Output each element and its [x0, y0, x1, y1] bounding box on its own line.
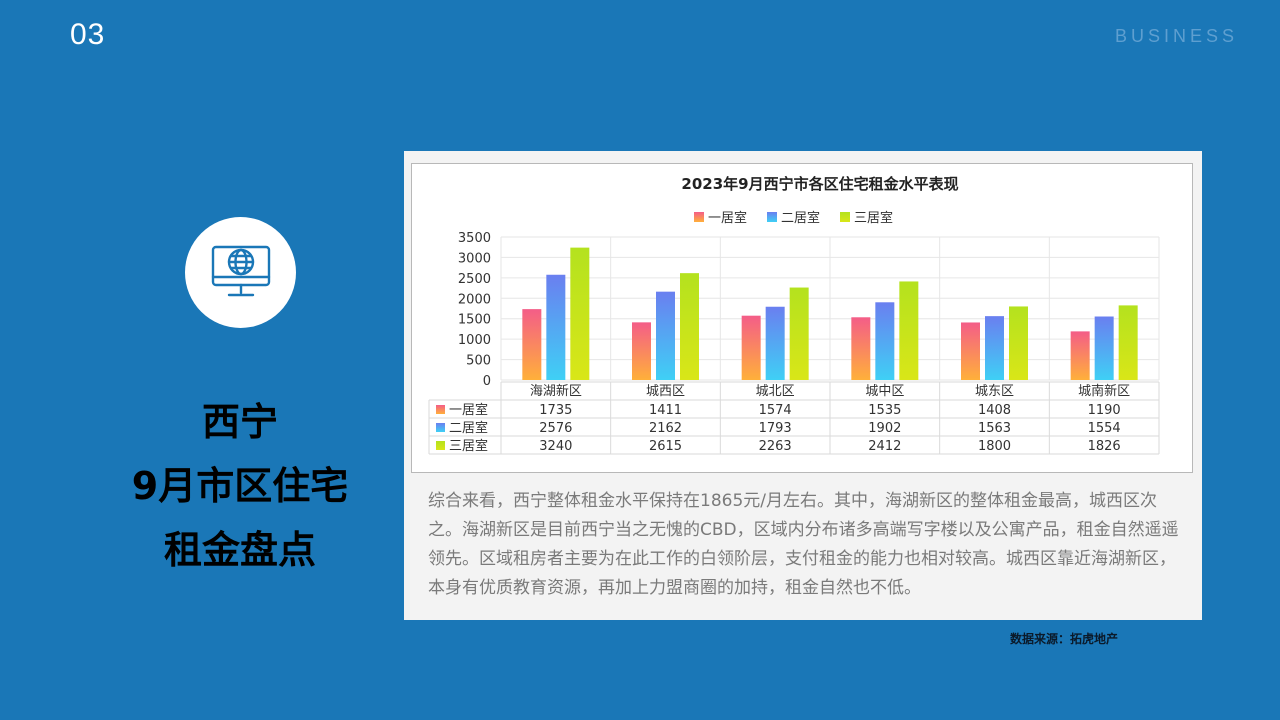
bar [1009, 306, 1028, 380]
legend-label: 三居室 [854, 210, 893, 226]
data-value-label: 2615 [649, 439, 682, 454]
heading-line-3: 租金盘点 [163, 528, 316, 572]
data-value-label: 1735 [539, 403, 572, 418]
data-value-label: 1411 [649, 403, 682, 418]
data-value-label: 3240 [539, 439, 572, 454]
table-series-label: 三居室 [449, 438, 488, 454]
data-source: 数据来源：拓虎地产 [1010, 632, 1119, 646]
slide-number: 03 [70, 18, 106, 51]
data-value-label: 1826 [1088, 439, 1121, 454]
data-value-label: 1535 [868, 403, 901, 418]
legend-label: 一居室 [708, 210, 747, 226]
bar [899, 281, 919, 380]
data-value-label: 1793 [759, 421, 792, 436]
heading-line-1: 西宁 [201, 400, 278, 444]
bar [1070, 331, 1090, 380]
data-value-label: 1563 [978, 421, 1011, 436]
y-tick-label: 500 [466, 354, 491, 369]
table-swatch [436, 405, 445, 414]
section-heading: 西宁 9月市区住宅 租金盘点 [110, 390, 370, 582]
bar [632, 322, 651, 380]
bar [546, 274, 566, 380]
x-category-label: 城北区 [756, 384, 795, 399]
table-swatch [436, 441, 445, 450]
x-category-label: 城中区 [865, 384, 904, 399]
bar [570, 247, 590, 380]
bar [741, 315, 761, 380]
y-tick-label: 1500 [458, 313, 491, 328]
heading-line-2: 9月市区住宅 [131, 464, 349, 508]
y-tick-label: 3500 [458, 231, 491, 246]
y-tick-label: 1000 [458, 333, 491, 348]
data-value-label: 2576 [539, 421, 572, 436]
bar [985, 316, 1004, 380]
y-tick-label: 2000 [458, 292, 491, 307]
data-value-label: 2263 [759, 439, 792, 454]
bar [875, 302, 895, 380]
bar [961, 322, 980, 380]
x-category-label: 海湖新区 [530, 383, 582, 399]
legend-swatch [840, 212, 850, 222]
table-series-label: 一居室 [449, 402, 488, 418]
bar [656, 291, 675, 380]
bar [522, 309, 542, 380]
y-tick-label: 0 [483, 374, 491, 389]
legend-label: 二居室 [781, 210, 820, 226]
x-category-label: 城南新区 [1078, 383, 1130, 399]
data-value-label: 1554 [1088, 421, 1121, 436]
bar [851, 317, 871, 380]
bar [789, 287, 809, 380]
data-value-label: 1902 [868, 421, 901, 436]
y-tick-label: 3000 [458, 251, 491, 266]
data-value-label: 2162 [649, 421, 682, 436]
x-category-label: 城西区 [646, 384, 685, 399]
description-text: 综合来看，西宁整体租金水平保持在1865元/月左右。其中，海湖新区的整体租金最高… [428, 491, 1179, 598]
data-value-label: 1800 [978, 439, 1011, 454]
legend-swatch [694, 212, 704, 222]
content-panel: 2023年9月西宁市各区住宅租金水平表现 一居室 二居室 三居室 0 500 1000 150… [404, 151, 1202, 620]
data-value-label: 1574 [759, 403, 792, 418]
x-category-label: 城东区 [975, 384, 1014, 399]
chart-frame: 2023年9月西宁市各区住宅租金水平表现 一居室 二居室 三居室 0 500 1000 150… [411, 163, 1193, 473]
bar [765, 306, 785, 380]
chart-title: 2023年9月西宁市各区住宅租金水平表现 [681, 175, 958, 193]
brand-label: BUSINESS [1114, 26, 1238, 46]
legend-swatch [767, 212, 777, 222]
bar [1118, 305, 1138, 380]
data-value-label: 1408 [978, 403, 1011, 418]
y-tick-label: 2500 [458, 272, 491, 287]
table-swatch [436, 423, 445, 432]
bar [680, 273, 699, 380]
data-value-label: 1190 [1088, 403, 1121, 418]
data-value-label: 2412 [868, 439, 901, 454]
globe-monitor-icon [185, 217, 296, 328]
bar [1094, 316, 1114, 380]
table-series-label: 二居室 [449, 420, 488, 436]
